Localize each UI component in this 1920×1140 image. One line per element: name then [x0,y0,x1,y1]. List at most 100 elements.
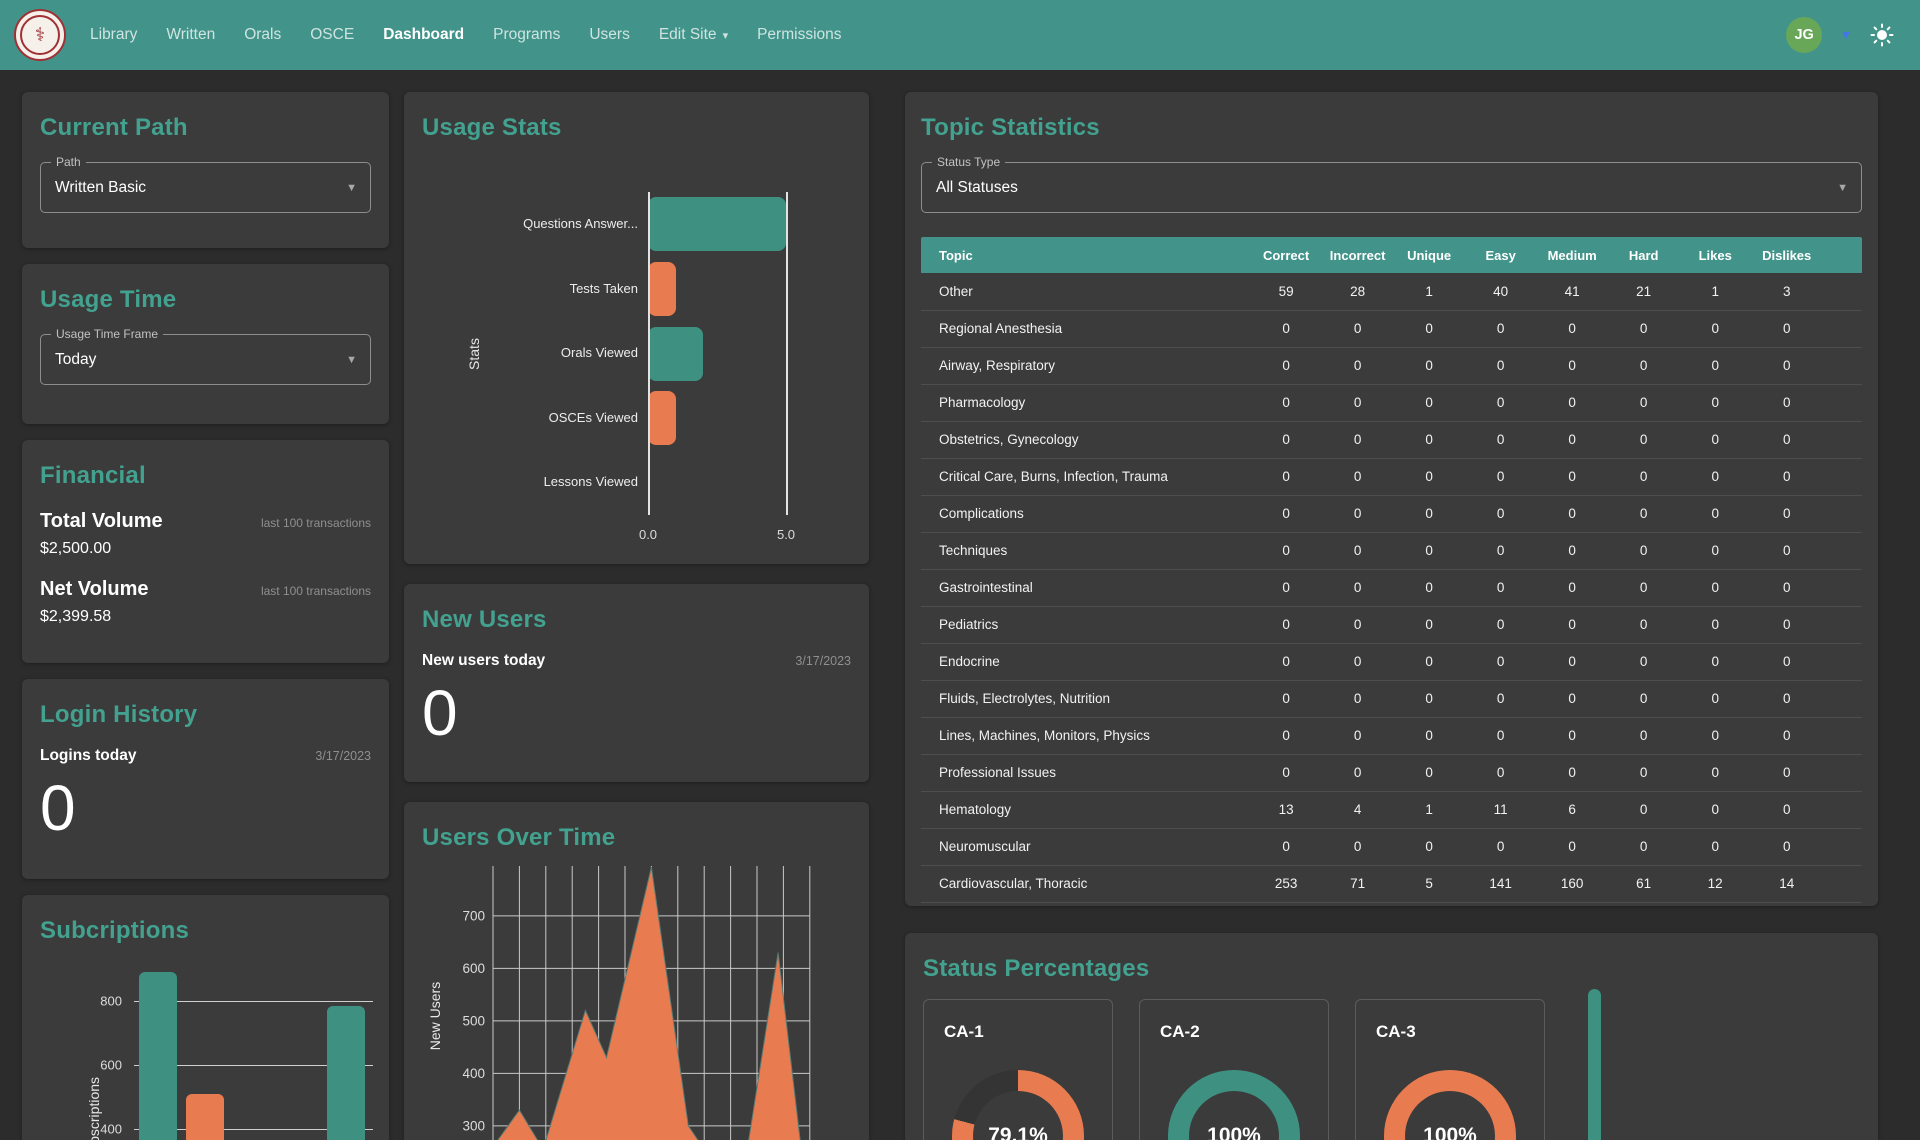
bar [138,972,177,1140]
bar-category-label: Orals Viewed [560,345,638,361]
table-cell: 0 [1464,643,1537,681]
table-cell: 0 [1250,532,1322,570]
nav-items: Library Written Orals OSCE Dashboard Programs… [90,26,842,44]
table-cell: 0 [1393,495,1465,533]
status-mini-card-ca-2: CA-2 100% [1139,999,1329,1140]
donut-chart: 100% [1168,1070,1300,1140]
table-cell-spacer [1822,791,1862,829]
nav-item-users[interactable]: Users [589,26,630,43]
bar [648,326,704,381]
table-cell: 0 [1679,828,1751,866]
table-cell: 0 [1679,643,1751,681]
select-value: All Statuses [936,178,1018,196]
table-row: Neuromuscular 0 0 0 0 0 0 0 0 [921,828,1862,866]
university-seal-logo[interactable]: ⚕ [14,9,66,61]
table-cell: 0 [1464,347,1537,385]
table-cell: 0 [1321,495,1394,533]
table-cell-spacer [1822,717,1862,755]
table-cell: 0 [1321,569,1394,607]
bar-category-label: Lessons Viewed [543,474,638,490]
financial-card: Financial Total Volume last 100 transact… [22,440,389,663]
nav-item-library[interactable]: Library [90,26,138,43]
table-row: Hematology 13 4 1 11 6 0 0 0 [921,791,1862,829]
table-cell: 0 [1250,421,1322,459]
table-cell: 0 [1464,495,1537,533]
table-cell: 0 [1250,347,1322,385]
table-cell: 0 [1679,569,1751,607]
table-cell: 0 [1536,569,1608,607]
table-cell-spacer [1822,458,1862,496]
card-title: Status Percentages [923,955,1150,982]
light-mode-toggle-sun-icon[interactable] [1870,23,1894,47]
y-axis-label: New Users [427,981,443,1051]
table-cell: 0 [1536,347,1608,385]
card-title: New Users [422,606,547,633]
account-menu-caret-icon[interactable]: ▼ [1840,28,1852,42]
table-cell: 0 [1679,495,1751,533]
select-value: Written Basic [55,178,147,196]
table-cell: 0 [1321,421,1394,459]
table-cell: 0 [1536,717,1608,755]
table-cell: 0 [1250,495,1322,533]
status-label: CA-2 [1160,1022,1200,1041]
table-cell: 0 [1679,347,1751,385]
nav-item-programs[interactable]: Programs [493,26,561,43]
table-cell: 0 [1536,643,1608,681]
table-cell: 0 [1607,532,1680,570]
table-cell: 0 [1464,458,1537,496]
bar-category-label: OSCEs Viewed [548,409,638,425]
table-row: Airway, Respiratory 0 0 0 0 0 0 0 0 [921,347,1862,385]
y-tick: 600 [462,961,485,976]
nav-item-permissions[interactable]: Permissions [757,26,842,43]
table-cell: 0 [1750,680,1823,718]
table-cell: 13 [1250,791,1322,829]
usage-time-frame-select[interactable]: Usage Time Frame Today ▼ [40,327,371,385]
y-tick: 400 [462,1066,485,1081]
table-row: Other 59 28 1 40 41 21 1 3 [921,273,1862,311]
nav-item-orals[interactable]: Orals [244,26,282,43]
donut-percentage: 79.1% [988,1124,1048,1140]
status-type-select[interactable]: Status Type All Statuses ▼ [921,155,1862,213]
table-cell: 0 [1464,680,1537,718]
metric-name: Total Volume [40,510,163,532]
status-label: CA-1 [944,1022,984,1041]
avatar[interactable]: JG [1786,17,1823,53]
table-cell: 0 [1750,532,1823,570]
nav-item-written[interactable]: Written [166,26,216,43]
table-cell: 160 [1536,865,1608,903]
nav-item-dashboard[interactable]: Dashboard [383,26,465,43]
table-cell: 0 [1607,495,1680,533]
gridline [134,1001,373,1002]
table-cell: 0 [1393,643,1465,681]
table-cell: 0 [1750,310,1823,348]
table-cell: 0 [1250,680,1322,718]
table-row: Gastrointestinal 0 0 0 0 0 0 0 0 [921,569,1862,607]
area-chart-canvas: 700 600 500 400 300 [462,866,811,1140]
table-row: Professional Issues 0 0 0 0 0 0 0 0 [921,754,1862,792]
chevron-down-icon: ▼ [1837,181,1848,194]
table-cell: 61 [1607,865,1680,903]
table-cell: 1 [1393,791,1465,829]
nav-item-osce[interactable]: OSCE [310,26,355,43]
table-cell: 0 [1607,421,1680,459]
topic-table: Topic Correct Incorrect Unique Easy Medium Har… [921,237,1862,903]
table-cell: 40 [1464,273,1537,311]
status-label: CA-3 [1376,1022,1416,1041]
table-cell: 0 [1750,791,1823,829]
table-cell: 0 [1464,384,1537,422]
table-cell: 0 [1607,643,1680,681]
table-cell-spacer [1822,347,1862,385]
card-title: Subcriptions [40,917,190,944]
bar [185,1093,224,1140]
table-cell: 0 [1679,606,1751,644]
table-cell: 0 [1750,717,1823,755]
table-cell: Airway, Respiratory [921,347,1251,385]
table-cell: 0 [1607,717,1680,755]
table-cell: 0 [1321,458,1394,496]
scrollbar-thumb[interactable] [1588,989,1601,1140]
path-select[interactable]: Path Written Basic ▼ [40,155,371,213]
column-header: Hard [1607,237,1680,273]
nav-item-edit-site[interactable]: Edit Site ▾ [658,26,729,43]
table-cell: 0 [1679,791,1751,829]
status-donuts-row: CA-1 79.1% CA-2 100% CA-3 100% [923,999,1860,1140]
